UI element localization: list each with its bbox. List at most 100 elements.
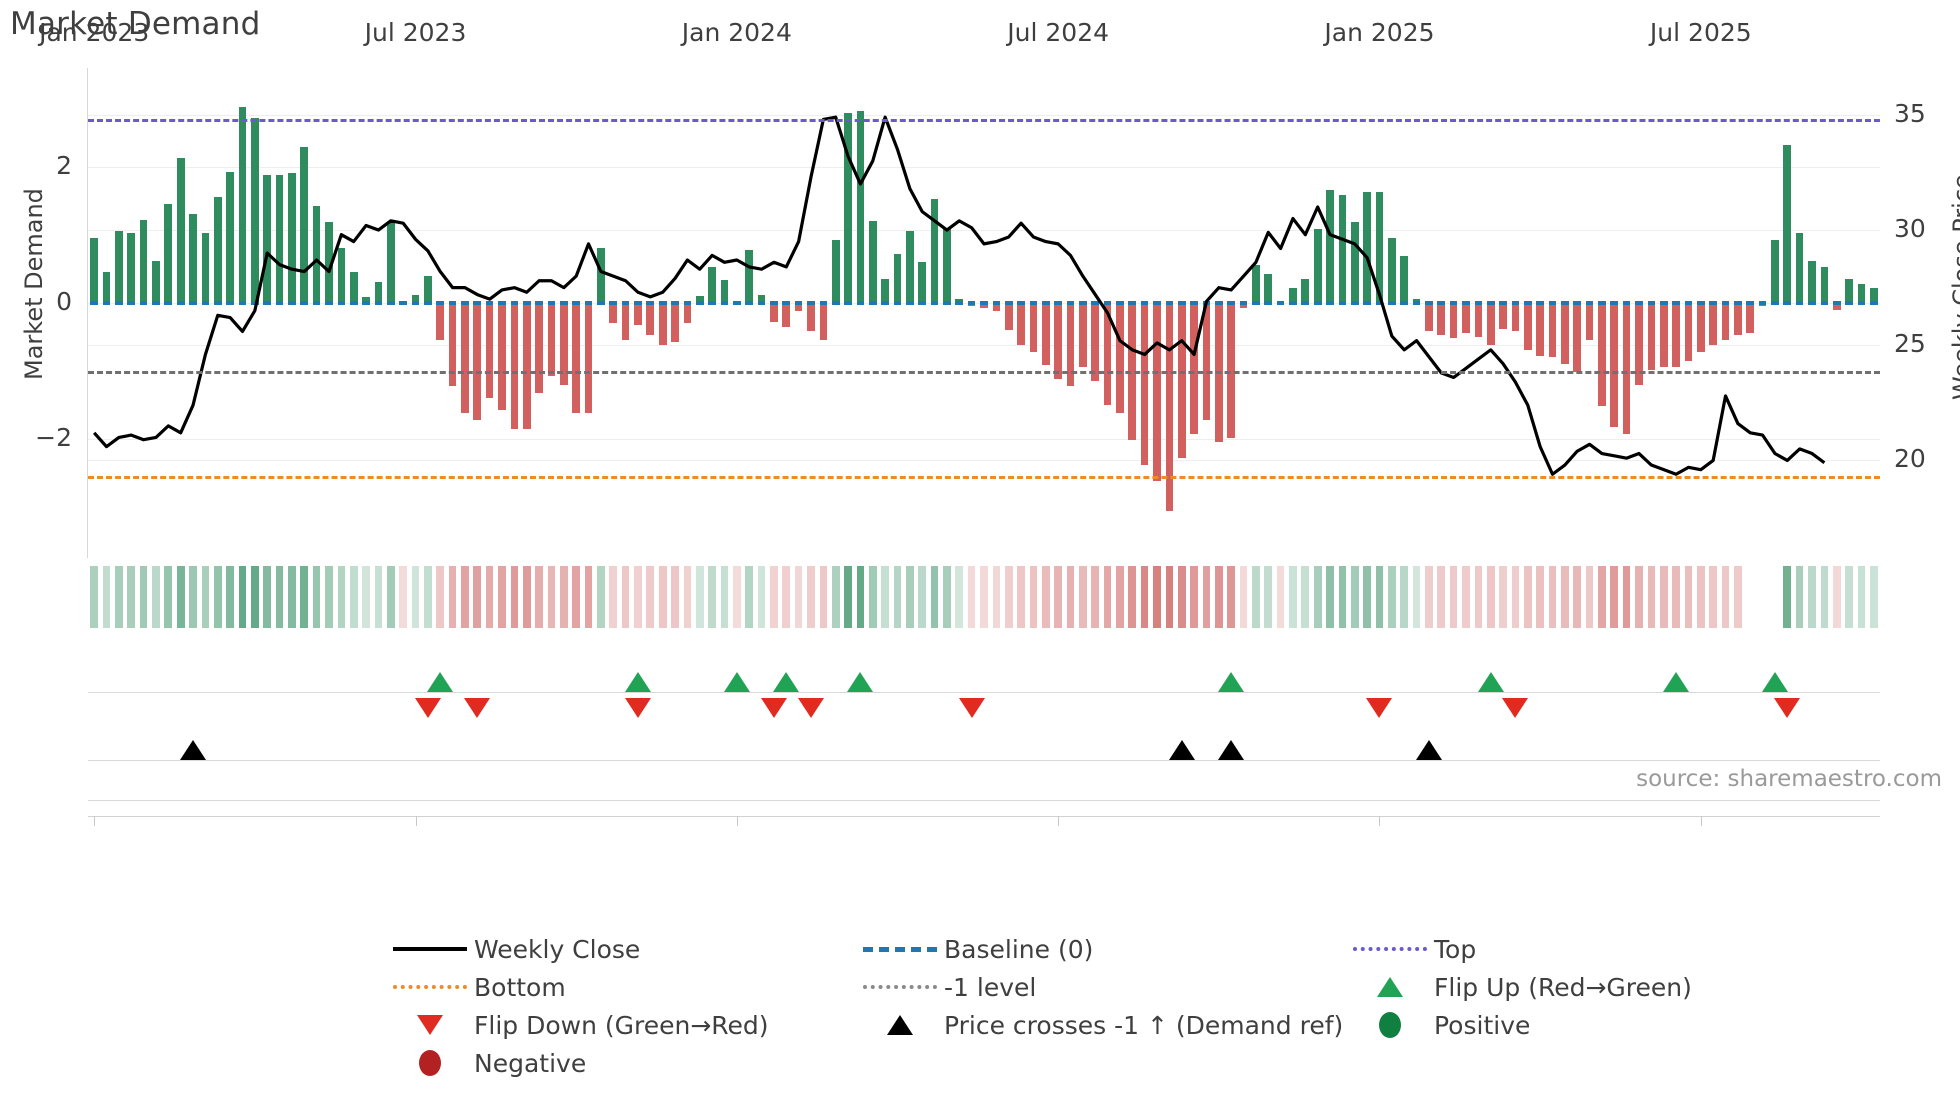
baseline-tick	[1301, 300, 1310, 305]
legend-item[interactable]: Positive	[1350, 1006, 1820, 1044]
legend-item[interactable]: -1 level	[860, 968, 1350, 1006]
demand-bar	[770, 302, 778, 322]
baseline-tick	[856, 300, 865, 305]
baseline-tick	[1252, 300, 1260, 305]
heat-cell	[102, 566, 111, 628]
heat-cell	[646, 566, 655, 628]
baseline-tick	[263, 300, 272, 305]
baseline-tick	[597, 300, 605, 305]
gridline	[88, 166, 1880, 168]
baseline-tick	[893, 300, 902, 305]
demand-bar	[1029, 302, 1038, 352]
baseline-tick	[139, 300, 148, 305]
demand-bar	[263, 174, 272, 303]
baseline-tick	[695, 300, 704, 305]
demand-bar	[1869, 287, 1878, 303]
baseline-tick	[1869, 300, 1878, 305]
heat-cell	[1561, 566, 1569, 628]
legend-item[interactable]: Baseline (0)	[860, 930, 1350, 968]
legend-item[interactable]: Flip Down (Green→Red)	[390, 1006, 860, 1044]
demand-bar	[1721, 302, 1730, 341]
baseline-tick	[1227, 300, 1235, 305]
legend-item[interactable]: Bottom	[390, 968, 860, 1006]
gridline	[88, 439, 1880, 440]
heat-cell	[671, 566, 679, 628]
baseline-tick	[1585, 300, 1594, 305]
baseline-tick	[1363, 300, 1371, 305]
heat-cell	[708, 566, 716, 628]
baseline-tick	[1610, 300, 1619, 305]
baseline-tick	[1845, 300, 1853, 305]
heat-cell	[1808, 566, 1816, 628]
baseline-tick	[90, 300, 98, 305]
baseline-tick	[1684, 300, 1693, 305]
x-tick	[94, 816, 96, 826]
baseline-tick	[238, 300, 247, 305]
heat-cell	[955, 566, 964, 628]
demand-bar	[794, 302, 803, 311]
heat-cell	[1054, 566, 1062, 628]
demand-bar	[1486, 302, 1495, 345]
heat-cell	[1857, 566, 1866, 628]
heat-cell	[893, 566, 902, 628]
demand-bar	[1548, 302, 1557, 358]
baseline-tick	[226, 300, 234, 305]
heat-cell	[1474, 566, 1483, 628]
flip-marker-baseline	[88, 692, 1880, 693]
heat-cell	[115, 566, 123, 628]
demand-bar	[1041, 302, 1050, 366]
left-tick-label: −2	[35, 423, 72, 452]
x-tick-label: Jan 2024	[681, 18, 792, 47]
page-title: Market Demand	[10, 6, 261, 42]
flip-down-marker	[958, 698, 985, 718]
baseline-tick	[1264, 300, 1273, 305]
baseline-tick	[386, 300, 395, 305]
heat-cell	[1326, 566, 1334, 628]
baseline-tick	[930, 300, 939, 305]
baseline-tick	[325, 300, 333, 305]
baseline-tick	[349, 300, 358, 305]
heat-cell	[1573, 566, 1582, 628]
baseline-tick	[485, 300, 494, 305]
legend-item[interactable]: Price crosses -1 ↑ (Demand ref)	[860, 1006, 1350, 1044]
heat-cell	[1721, 566, 1730, 628]
demand-bar	[300, 147, 309, 303]
baseline-tick	[461, 300, 469, 305]
heat-cell	[288, 566, 296, 628]
demand-bar	[1264, 274, 1273, 303]
legend-item[interactable]: Flip Up (Red→Green)	[1350, 968, 1820, 1006]
baseline-tick	[213, 300, 222, 305]
legend-item[interactable]: Weekly Close	[390, 930, 860, 968]
heat-cell	[226, 566, 234, 628]
baseline-tick	[1561, 300, 1569, 305]
demand-bar	[1820, 267, 1829, 303]
demand-bar	[943, 229, 951, 303]
heat-cell	[1449, 566, 1458, 628]
triangle-down-icon	[417, 1015, 443, 1035]
demand-bar	[1795, 233, 1804, 303]
flip-up-marker	[723, 672, 750, 692]
legend-item[interactable]: Top	[1350, 930, 1820, 968]
demand-bar	[1388, 238, 1396, 303]
baseline-tick	[1350, 300, 1359, 305]
demand-bar	[1857, 283, 1866, 303]
left-axis-title: Market Demand	[20, 188, 48, 380]
baseline-tick	[1647, 300, 1656, 305]
demand-bar	[226, 172, 234, 303]
price-cross-marker	[1218, 740, 1245, 760]
demand-bar	[1400, 256, 1409, 303]
heat-cell	[1598, 566, 1606, 628]
baseline-tick	[1832, 300, 1841, 305]
legend-item[interactable]: Negative	[390, 1044, 860, 1082]
demand-bar	[621, 302, 630, 341]
demand-bar	[609, 302, 618, 324]
baseline-tick	[1079, 300, 1087, 305]
heat-cell	[139, 566, 148, 628]
baseline-tick	[115, 300, 123, 305]
demand-bar	[1140, 302, 1149, 465]
demand-bar	[597, 248, 605, 303]
heat-cell	[90, 566, 98, 628]
legend-label: -1 level	[944, 972, 1037, 1002]
heat-cell	[1363, 566, 1371, 628]
baseline-tick	[1375, 300, 1384, 305]
